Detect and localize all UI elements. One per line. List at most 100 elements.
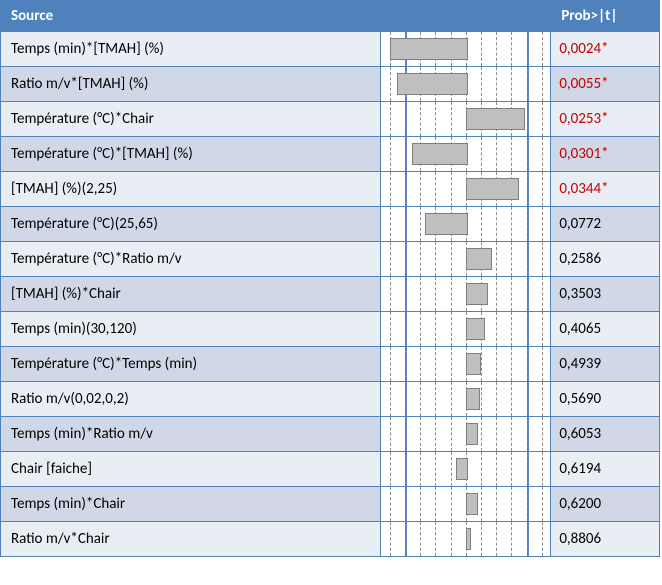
gridline bbox=[511, 242, 512, 276]
effect-bar bbox=[466, 178, 519, 200]
sig-threshold-line bbox=[405, 487, 407, 521]
gridline bbox=[542, 347, 543, 381]
sig-threshold-line bbox=[527, 137, 529, 171]
gridline bbox=[481, 32, 482, 66]
header-source: Source bbox=[1, 1, 381, 32]
sig-threshold-line bbox=[405, 417, 407, 451]
gridline bbox=[451, 277, 452, 311]
gridline bbox=[390, 172, 391, 206]
chart-cell bbox=[381, 522, 551, 557]
prob-cell: 0,3503 bbox=[551, 277, 660, 312]
gridline bbox=[420, 417, 421, 451]
sig-threshold-line bbox=[405, 207, 407, 241]
sig-threshold-line bbox=[405, 452, 407, 486]
gridline bbox=[481, 522, 482, 556]
sig-threshold-line bbox=[527, 347, 529, 381]
gridline bbox=[390, 242, 391, 276]
effect-bar bbox=[466, 493, 478, 515]
gridline bbox=[435, 522, 436, 556]
chart-cell bbox=[381, 417, 551, 452]
effect-bar bbox=[466, 248, 492, 270]
header-prob: Prob>|t| bbox=[551, 1, 660, 32]
effect-bar bbox=[466, 108, 525, 130]
chart-cell bbox=[381, 67, 551, 102]
gridline bbox=[511, 452, 512, 486]
gridline bbox=[451, 487, 452, 521]
gridline bbox=[451, 522, 452, 556]
table-row: Ratio m/v*[TMAH] (%)0,0055* bbox=[1, 67, 660, 102]
prob-cell: 0,4065 bbox=[551, 312, 660, 347]
source-cell: Temps (min)*[TMAH] (%) bbox=[1, 32, 381, 67]
chart-cell bbox=[381, 207, 551, 242]
gridline bbox=[390, 347, 391, 381]
gridline bbox=[420, 347, 421, 381]
chart-cell bbox=[381, 137, 551, 172]
effect-bar bbox=[425, 213, 468, 235]
gridline bbox=[511, 417, 512, 451]
gridline bbox=[435, 312, 436, 346]
source-cell: Température (°C)*Temps (min) bbox=[1, 347, 381, 382]
table-row: Temps (min)*Chair0,6200 bbox=[1, 487, 660, 522]
gridline bbox=[511, 32, 512, 66]
gridline bbox=[435, 452, 436, 486]
sig-threshold-line bbox=[405, 172, 407, 206]
prob-cell: 0,4939 bbox=[551, 347, 660, 382]
chart-cell bbox=[381, 242, 551, 277]
source-cell: Température (°C)*Chair bbox=[1, 102, 381, 137]
source-cell: [TMAH] (%)*Chair bbox=[1, 277, 381, 312]
gridline bbox=[496, 207, 497, 241]
gridline bbox=[451, 242, 452, 276]
gridline bbox=[481, 487, 482, 521]
gridline bbox=[435, 382, 436, 416]
gridline bbox=[451, 312, 452, 346]
gridline bbox=[511, 522, 512, 556]
sig-threshold-line bbox=[527, 102, 529, 136]
gridline bbox=[511, 347, 512, 381]
effect-bar bbox=[466, 283, 488, 305]
chart-cell bbox=[381, 487, 551, 522]
prob-cell: 0,0301* bbox=[551, 137, 660, 172]
effect-bar bbox=[466, 423, 478, 445]
chart-cell bbox=[381, 312, 551, 347]
gridline bbox=[451, 452, 452, 486]
gridline bbox=[511, 67, 512, 101]
gridline bbox=[481, 67, 482, 101]
gridline bbox=[511, 207, 512, 241]
chart-cell bbox=[381, 452, 551, 487]
gridline bbox=[481, 137, 482, 171]
header-chart bbox=[381, 1, 551, 32]
source-cell: Ratio m/v*Chair bbox=[1, 522, 381, 557]
chart-cell bbox=[381, 277, 551, 312]
source-cell: Température (°C)*[TMAH] (%) bbox=[1, 137, 381, 172]
gridline bbox=[542, 417, 543, 451]
effect-bar bbox=[466, 528, 471, 550]
gridline bbox=[511, 382, 512, 416]
sig-threshold-line bbox=[527, 452, 529, 486]
gridline bbox=[481, 452, 482, 486]
gridline bbox=[542, 382, 543, 416]
source-cell: Température (°C)*Ratio m/v bbox=[1, 242, 381, 277]
chart-cell bbox=[381, 347, 551, 382]
gridline bbox=[451, 382, 452, 416]
chart-cell bbox=[381, 102, 551, 137]
prob-cell: 0,0055* bbox=[551, 67, 660, 102]
gridline bbox=[496, 347, 497, 381]
source-cell: Temps (min)(30,120) bbox=[1, 312, 381, 347]
sig-threshold-line bbox=[405, 137, 407, 171]
gridline bbox=[542, 67, 543, 101]
prob-cell: 0,0024* bbox=[551, 32, 660, 67]
source-cell: Temps (min)*Ratio m/v bbox=[1, 417, 381, 452]
gridline bbox=[496, 487, 497, 521]
gridline bbox=[435, 417, 436, 451]
gridline bbox=[496, 382, 497, 416]
gridline bbox=[390, 207, 391, 241]
sig-threshold-line bbox=[527, 32, 529, 66]
gridline bbox=[435, 347, 436, 381]
table-row: Température (°C)*[TMAH] (%) 0,0301* bbox=[1, 137, 660, 172]
prob-cell: 0,6194 bbox=[551, 452, 660, 487]
effect-bar bbox=[466, 318, 485, 340]
source-cell: Température (°C)(25,65) bbox=[1, 207, 381, 242]
gridline bbox=[496, 312, 497, 346]
source-cell: Ratio m/v(0,02,0,2) bbox=[1, 382, 381, 417]
gridline bbox=[496, 32, 497, 66]
